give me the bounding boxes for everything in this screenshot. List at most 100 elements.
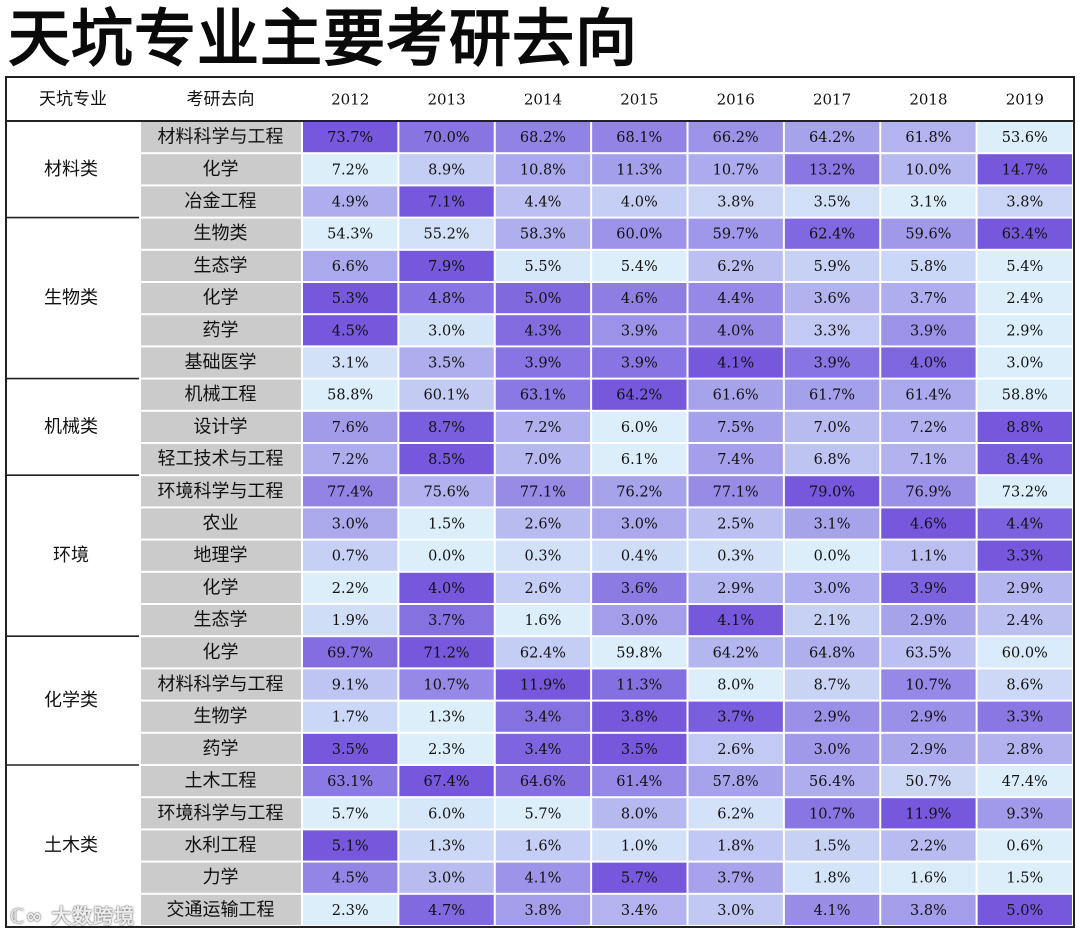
heatmap-cell [977,798,1072,829]
heatmap-cell [688,186,783,217]
cell-value-label: 2.2% [332,581,369,597]
cell-value-label: 2.4% [1006,613,1043,629]
heatmap-cell [399,862,494,893]
cell-value-label: 3.3% [1006,710,1043,726]
cell-value-label: 7.4% [717,452,754,468]
heatmap-cell [784,347,880,378]
cell-value-label: 11.3% [616,678,662,694]
direction-cell [141,283,301,314]
cell-value-label: 64.8% [809,645,855,661]
heatmap-cell [495,250,591,281]
cell-value-label: 3.6% [814,291,851,307]
cell-value-label: 10.8% [520,162,566,178]
cell-value-label: 4.3% [525,323,562,339]
heatmap-cell [784,862,880,893]
heatmap-cell [977,250,1072,281]
direction-cell [141,154,301,185]
direction-label: 地理学 [194,545,248,566]
cell-value-label: 8.8% [1006,420,1043,436]
cell-value-label: 4.5% [332,323,369,339]
direction-label: 基础医学 [185,352,257,373]
heatmap-cell [592,733,687,764]
direction-cell [141,894,301,925]
header-major: 天坑专业 [39,90,107,110]
heatmap-cell [592,444,687,475]
heatmap-cell [881,540,976,571]
direction-label: 材料科学与工程 [158,674,284,695]
direction-label: 农业 [203,513,239,534]
cell-value-label: 77.1% [713,484,759,500]
direction-label: 生物类 [194,223,248,244]
cell-value-label: 69.7% [327,645,373,661]
cell-value-label: 53.6% [1002,130,1048,146]
heatmap-cell [592,605,687,636]
heatmap-cell [399,605,494,636]
cell-value-label: 2.6% [717,742,754,758]
heatmap-cell [592,798,687,829]
cell-value-label: 2.9% [910,742,947,758]
heatmap-cell [399,154,494,185]
cell-value-label: 0.0% [428,549,465,565]
cell-value-label: 4.4% [1006,517,1043,533]
heatmap-cell [977,733,1072,764]
cell-value-label: 4.6% [910,517,947,533]
cell-value-label: 4.4% [525,195,562,211]
cell-value-label: 3.0% [332,517,369,533]
heatmap-cell [881,733,976,764]
heatmap-cell [881,572,976,603]
heatmap-cell [688,540,783,571]
category-label: 材料类 [44,159,98,180]
direction-cell [141,637,301,668]
heatmap-cell [688,669,783,700]
cell-value-label: 2.9% [910,613,947,629]
cell-value-label: 3.7% [428,613,465,629]
heatmap-cell [495,315,591,346]
cell-value-label: 77.1% [520,484,566,500]
heatmap-cell [399,798,494,829]
cell-value-label: 71.2% [424,645,470,661]
heatmap-cell [495,218,591,249]
cell-value-label: 2.6% [525,581,562,597]
heatmap-cell [303,476,398,507]
heatmap-cell [784,444,880,475]
direction-cell [141,540,301,571]
cell-value-label: 61.4% [905,388,951,404]
direction-label: 土木工程 [185,771,257,792]
heatmap-cell [495,347,591,378]
cell-value-label: 10.7% [713,162,759,178]
cell-value-label: 2.4% [1006,291,1043,307]
cell-value-label: 9.1% [332,678,369,694]
heatmap-cell [688,733,783,764]
heatmap-cell [303,862,398,893]
cell-value-label: 3.5% [332,742,369,758]
cell-value-label: 5.0% [1006,903,1043,919]
cell-value-label: 70.0% [424,130,470,146]
cell-value-label: 6.2% [717,806,754,822]
category-label: 环境 [53,545,89,566]
heatmap-cell [495,508,591,539]
heatmap-cell [784,379,880,410]
heatmap-cell [303,701,398,732]
heatmap-cell [688,347,783,378]
heatmap-cell [977,830,1072,861]
cell-value-label: 8.4% [1006,452,1043,468]
cell-value-label: 3.1% [332,356,369,372]
heatmap-cell [495,379,591,410]
heatmap-cell [399,444,494,475]
heatmap-cell [784,701,880,732]
cell-value-label: 75.6% [424,484,470,500]
cell-value-label: 3.5% [621,742,658,758]
cell-value-label: 0.7% [332,549,369,565]
cell-value-label: 4.8% [428,291,465,307]
heatmap-cell [495,862,591,893]
heatmap-cell [977,508,1072,539]
cell-value-label: 3.9% [910,323,947,339]
heatmap-cell [784,669,880,700]
direction-cell [141,572,301,603]
year-tick-label: 2013 [427,91,465,109]
cell-value-label: 7.2% [525,420,562,436]
direction-label: 生态学 [194,610,248,631]
heatmap-cell [592,347,687,378]
cell-value-label: 3.6% [621,581,658,597]
heatmap-cell [881,379,976,410]
